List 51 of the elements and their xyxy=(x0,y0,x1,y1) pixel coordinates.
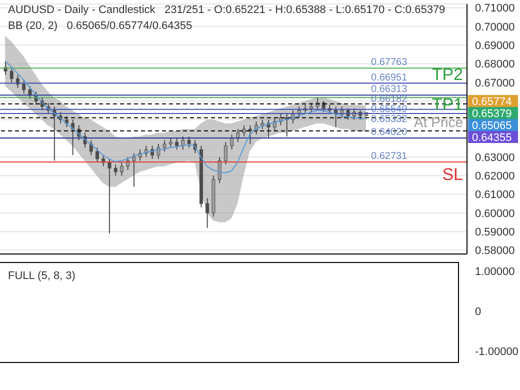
ref-line-label: 0.65332 xyxy=(371,114,408,126)
text: TP2 xyxy=(432,65,463,84)
text: 1.00000 xyxy=(475,265,515,279)
candlestick xyxy=(162,140,166,152)
candlestick xyxy=(260,119,264,130)
text: 0 xyxy=(475,305,482,319)
text: 0.65065 xyxy=(472,120,512,132)
candlestick xyxy=(168,138,172,148)
candlestick xyxy=(10,66,14,83)
ref-line-label: 0.64020 xyxy=(371,126,408,138)
y-tick-label: 0.60000 xyxy=(475,208,515,220)
y-tick-label: 0.70000 xyxy=(475,21,515,34)
candlestick xyxy=(248,124,252,144)
candlestick xyxy=(230,134,234,150)
candlestick xyxy=(206,198,210,228)
candlestick xyxy=(346,108,350,120)
candlestick xyxy=(310,102,314,113)
candlestick xyxy=(120,162,124,176)
text: BB (20, 2) 0.65065/0.65774/0.64355 xyxy=(8,20,194,32)
candlestick xyxy=(175,138,179,150)
ref-line-label: 0.66313 xyxy=(371,84,408,96)
ref-line-label: 0.62731 xyxy=(371,151,408,162)
y-tick-label: 0.58000 xyxy=(475,245,515,258)
candlestick xyxy=(242,124,246,137)
text: At Price xyxy=(414,114,464,130)
ref-line-label: 0.66951 xyxy=(371,72,408,84)
y-tick-label: 0.69000 xyxy=(475,40,515,52)
y-tick-label: 0.71000 xyxy=(475,2,515,15)
chart-title: AUDUSD - Daily - Candlestick 231/251 - O:0.65221 - H:0.65388 - L:0.65170 - C:0.65379 xyxy=(8,4,446,16)
candlestick xyxy=(96,147,99,164)
text: 0.65379 xyxy=(472,108,512,120)
candlestick xyxy=(187,136,191,148)
text: 0.64355 xyxy=(472,132,512,144)
y-tick-label: 0.68000 xyxy=(475,58,515,71)
candlestick xyxy=(28,86,32,100)
text: 0.65774 xyxy=(472,96,512,108)
candlestick xyxy=(22,80,26,94)
y-tick-label: 0.67000 xyxy=(475,77,515,90)
candlestick xyxy=(114,164,118,176)
y-tick-label: 0.61000 xyxy=(475,189,515,202)
y-tick-label: 0.63000 xyxy=(475,152,515,164)
text: -1.00000 xyxy=(475,345,518,359)
ref-line-label: 0.67763 xyxy=(371,57,408,68)
text: SL xyxy=(442,165,463,184)
candlestick xyxy=(236,128,240,143)
candlestick xyxy=(108,158,112,234)
candlestick xyxy=(132,152,136,188)
candlestick xyxy=(224,142,228,165)
text: FULL (5, 8, 3) xyxy=(8,270,76,282)
y-tick-label: 0.59000 xyxy=(475,226,515,239)
y-tick-label: 0.62000 xyxy=(475,170,515,183)
